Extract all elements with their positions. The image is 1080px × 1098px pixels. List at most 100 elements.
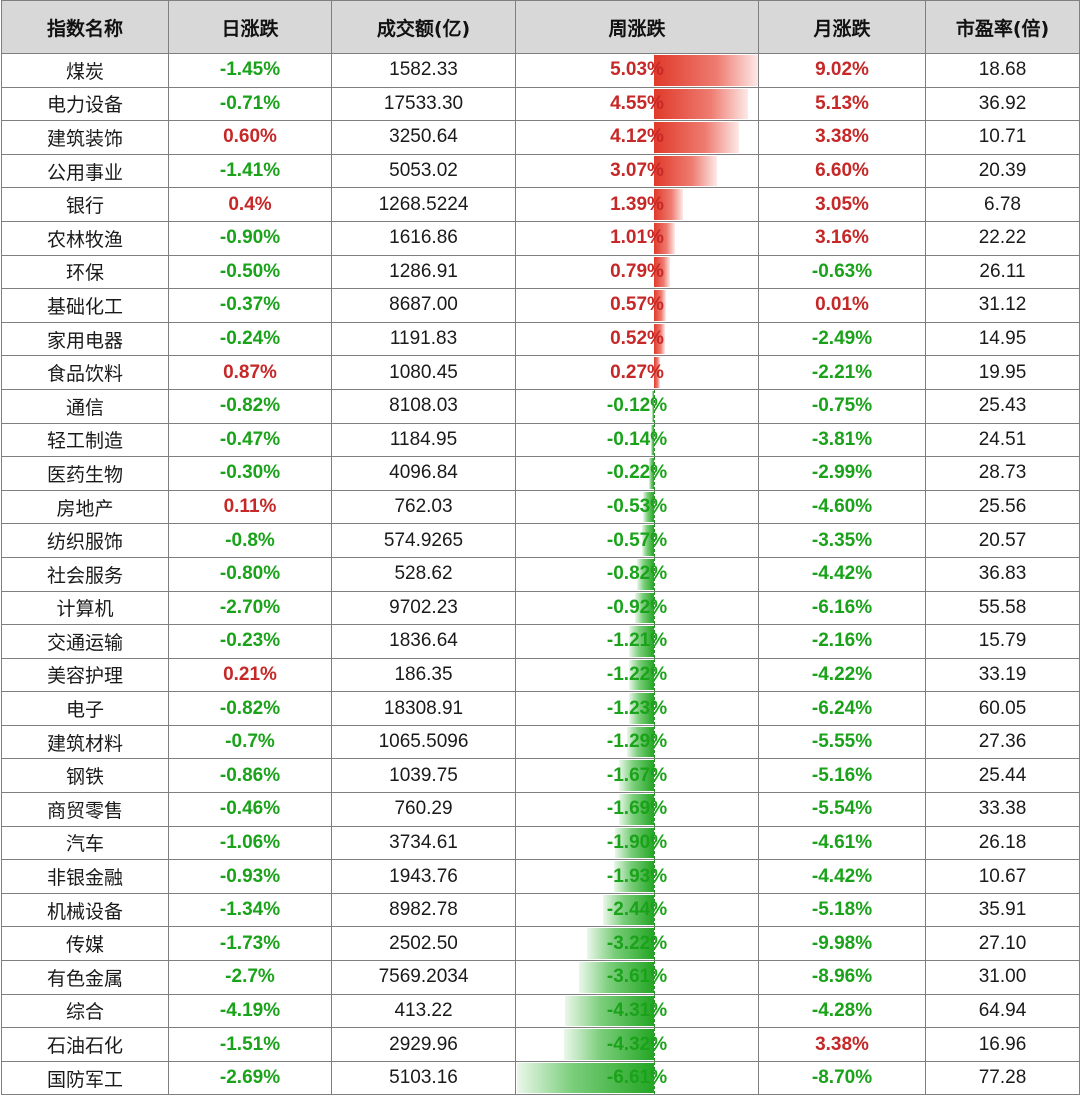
weekly-bar-axis <box>654 827 655 859</box>
weekly-bar-axis <box>654 390 655 423</box>
weekly-change-value: -0.12% <box>606 395 668 417</box>
weekly-loss-bar <box>652 390 654 422</box>
cell-monthly-change: -3.81% <box>758 422 926 458</box>
col-header-daily-change: 日涨跌 <box>168 0 332 54</box>
cell-weekly-change: -3.61% <box>515 960 759 995</box>
cell-index-name: 国防军工 <box>1 1060 169 1096</box>
weekly-loss-bar <box>615 827 654 859</box>
weekly-loss-bar <box>614 861 654 892</box>
cell-weekly-change: -1.21% <box>515 624 759 659</box>
cell-turnover: 3734.61 <box>331 825 516 861</box>
cell-daily-change: -0.93% <box>168 859 332 894</box>
cell-weekly-change: -0.92% <box>515 590 759 626</box>
cell-index-name: 环保 <box>1 254 169 290</box>
cell-turnover: 2502.50 <box>331 926 516 962</box>
cell-weekly-change: -1.90% <box>515 825 759 861</box>
cell-daily-change: -0.71% <box>168 86 332 122</box>
cell-turnover: 1191.83 <box>331 321 516 357</box>
weekly-change-value: 0.52% <box>610 328 664 350</box>
cell-index-name: 通信 <box>1 388 169 424</box>
cell-daily-change: 0.87% <box>168 355 332 390</box>
cell-daily-change: -0.37% <box>168 288 332 323</box>
cell-monthly-change: 6.60% <box>758 153 926 189</box>
cell-turnover: 762.03 <box>331 489 516 525</box>
cell-daily-change: -0.82% <box>168 388 332 424</box>
cell-monthly-change: -5.54% <box>758 792 926 827</box>
cell-index-name: 医药生物 <box>1 456 169 491</box>
cell-index-name: 纺织服饰 <box>1 523 169 558</box>
cell-turnover: 17533.30 <box>331 86 516 122</box>
cell-weekly-change: 3.07% <box>515 153 759 189</box>
cell-pe-ratio: 20.39 <box>925 153 1080 189</box>
cell-index-name: 公用事业 <box>1 153 169 189</box>
weekly-change-value: 1.01% <box>610 227 664 249</box>
cell-monthly-change: -9.98% <box>758 926 926 962</box>
weekly-loss-bar <box>629 693 654 724</box>
cell-turnover: 528.62 <box>331 556 516 592</box>
cell-pe-ratio: 36.92 <box>925 86 1080 122</box>
table-row: 电子 -0.82% 18308.91 -1.23% -6.24% 60.05 <box>1 691 1080 726</box>
weekly-change-value: 3.07% <box>610 160 664 182</box>
col-header-weekly-change: 周涨跌 <box>515 0 759 54</box>
cell-daily-change: -1.51% <box>168 1027 332 1062</box>
weekly-gain-bar <box>654 290 666 321</box>
table-row: 煤炭 -1.45% 1582.33 5.03% 9.02% 18.68 <box>1 53 1080 88</box>
table-row: 商贸零售 -0.46% 760.29 -1.69% -5.54% 33.38 <box>1 792 1080 827</box>
table-row: 建筑材料 -0.7% 1065.5096 -1.29% -5.55% 27.36 <box>1 724 1080 760</box>
col-header-pe-ratio: 市盈率(倍) <box>925 0 1080 54</box>
cell-index-name: 电子 <box>1 691 169 726</box>
table-row: 家用电器 -0.24% 1191.83 0.52% -2.49% 14.95 <box>1 321 1080 357</box>
weekly-change-value: -1.21% <box>606 630 668 652</box>
cell-daily-change: -1.06% <box>168 825 332 861</box>
weekly-bar-axis <box>654 659 655 691</box>
weekly-change-value: -3.22% <box>606 932 668 954</box>
weekly-loss-bar <box>649 458 654 489</box>
table-row: 农林牧渔 -0.90% 1616.86 1.01% 3.16% 22.22 <box>1 220 1080 256</box>
cell-monthly-change: 3.38% <box>758 1027 926 1062</box>
cell-daily-change: -0.80% <box>168 556 332 592</box>
cell-turnover: 1286.91 <box>331 254 516 290</box>
cell-monthly-change: -8.96% <box>758 960 926 995</box>
weekly-change-value: -0.53% <box>606 496 668 518</box>
weekly-change-value: -0.92% <box>606 596 668 618</box>
cell-index-name: 交通运输 <box>1 624 169 659</box>
cell-monthly-change: -5.18% <box>758 892 926 928</box>
cell-turnover: 760.29 <box>331 792 516 827</box>
cell-monthly-change: 3.38% <box>758 120 926 155</box>
cell-pe-ratio: 33.19 <box>925 657 1080 693</box>
cell-daily-change: -0.23% <box>168 624 332 659</box>
weekly-change-value: 1.39% <box>610 193 664 215</box>
weekly-change-value: 4.12% <box>610 126 664 148</box>
cell-index-name: 传媒 <box>1 926 169 962</box>
cell-pe-ratio: 18.68 <box>925 53 1080 88</box>
cell-turnover: 5103.16 <box>331 1060 516 1096</box>
cell-index-name: 农林牧渔 <box>1 220 169 256</box>
cell-daily-change: -0.30% <box>168 456 332 491</box>
cell-monthly-change: -6.16% <box>758 590 926 626</box>
table-row: 汽车 -1.06% 3734.61 -1.90% -4.61% 26.18 <box>1 825 1080 861</box>
cell-turnover: 1268.5224 <box>331 187 516 222</box>
weekly-bar-axis <box>654 692 655 725</box>
weekly-gain-bar <box>654 323 665 355</box>
weekly-loss-bar <box>579 962 654 993</box>
cell-index-name: 食品饮料 <box>1 355 169 390</box>
table-row: 医药生物 -0.30% 4096.84 -0.22% -2.99% 28.73 <box>1 456 1080 491</box>
cell-monthly-change: -4.22% <box>758 657 926 693</box>
cell-turnover: 8687.00 <box>331 288 516 323</box>
weekly-change-value: -1.23% <box>606 697 668 719</box>
table-row: 通信 -0.82% 8108.03 -0.12% -0.75% 25.43 <box>1 388 1080 424</box>
cell-index-name: 轻工制造 <box>1 422 169 458</box>
table-row: 传媒 -1.73% 2502.50 -3.22% -9.98% 27.10 <box>1 926 1080 962</box>
cell-daily-change: -1.45% <box>168 53 332 88</box>
table-row: 国防军工 -2.69% 5103.16 -6.61% -8.70% 77.28 <box>1 1060 1080 1096</box>
cell-turnover: 2929.96 <box>331 1027 516 1062</box>
col-header-index-name: 指数名称 <box>1 0 169 54</box>
table-row: 美容护理 0.21% 186.35 -1.22% -4.22% 33.19 <box>1 657 1080 693</box>
weekly-change-value: -1.90% <box>606 831 668 853</box>
table-row: 石油石化 -1.51% 2929.96 -4.32% 3.38% 16.96 <box>1 1027 1080 1062</box>
table-row: 基础化工 -0.37% 8687.00 0.57% 0.01% 31.12 <box>1 288 1080 323</box>
table-row: 综合 -4.19% 413.22 -4.31% -4.28% 64.94 <box>1 993 1080 1029</box>
cell-index-name: 机械设备 <box>1 892 169 928</box>
col-header-turnover: 成交额(亿) <box>331 0 516 54</box>
weekly-bar-axis <box>654 1062 655 1094</box>
